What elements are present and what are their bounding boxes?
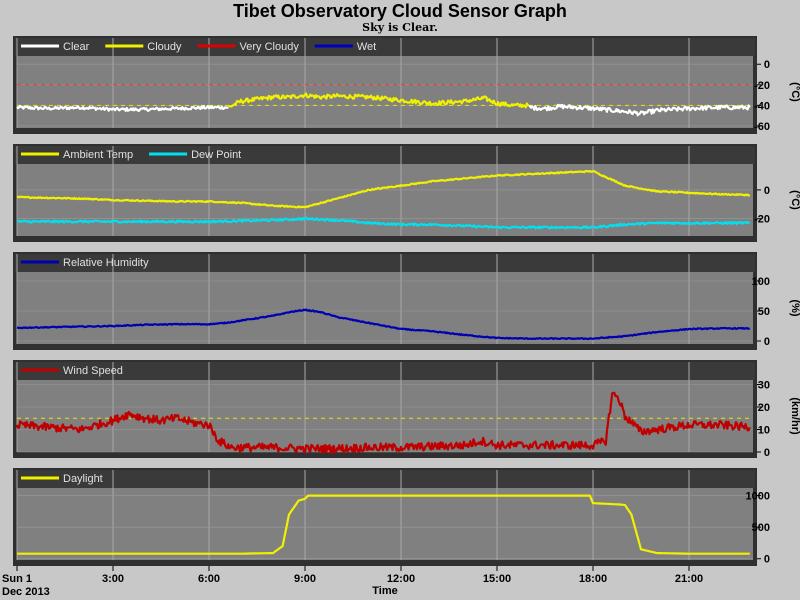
x-tick-label: 9:00	[294, 573, 316, 585]
x-tick-label: 12:00	[387, 573, 415, 585]
panel-daylight: 1000 500 0 Daylight	[13, 468, 770, 566]
y-axis-unit: (°C)	[789, 190, 800, 210]
y-tick-label: 0	[764, 185, 770, 197]
x-axis-title: Time	[372, 585, 397, 597]
x-tick-label: 18:00	[579, 573, 607, 585]
legend-label: Daylight	[63, 473, 103, 485]
x-tick-label: 6:00	[198, 573, 220, 585]
y-tick-label: 10	[758, 425, 770, 437]
y-tick-label: 500	[752, 522, 770, 534]
page-title: Tibet Observatory Cloud Sensor Graph	[233, 1, 567, 21]
legend-label: Dew Point	[191, 149, 241, 161]
y-tick-label: 50	[758, 306, 770, 318]
series-line	[17, 494, 750, 555]
y-tick-label: 1000	[746, 491, 770, 503]
panel-temperature: 0 -20 (°C) Ambient Temp Dew Point	[13, 144, 800, 242]
legend-item: Very Cloudy	[197, 41, 300, 53]
y-tick-label: 0	[764, 336, 770, 348]
date-label: Dec 2013	[2, 586, 50, 598]
y-tick-label: 0	[764, 447, 770, 459]
legend-item: Wind Speed	[21, 365, 123, 377]
y-tick-label: 20	[758, 402, 770, 414]
series-line	[16, 216, 750, 230]
legend-band	[15, 254, 755, 272]
legend-item: Ambient Temp	[21, 149, 133, 161]
legend-label: Clear	[63, 41, 90, 53]
legend-label: Very Cloudy	[240, 41, 300, 53]
legend-label: Wet	[357, 41, 376, 53]
legend-band	[15, 362, 755, 380]
y-tick-label: 100	[752, 276, 770, 288]
legend-band	[15, 146, 755, 164]
legend-item: Cloudy	[105, 41, 182, 53]
panel-sky-temp: 0 -20 -40 -60 (°C) Clear Cloudy Very Cloudy Wet	[13, 36, 800, 134]
x-tick-label: Sun 1	[2, 573, 32, 585]
x-tick-label: 15:00	[483, 573, 511, 585]
series-line	[16, 308, 751, 341]
y-axis-unit: (km/hr)	[789, 397, 800, 435]
y-tick-label: 0	[764, 554, 770, 566]
sky-status: Sky is Clear.	[362, 21, 438, 34]
x-tick-label: 21:00	[675, 573, 703, 585]
series-line	[528, 103, 751, 117]
legend-item: Daylight	[21, 473, 103, 485]
legend-item: Dew Point	[149, 149, 241, 161]
y-axis-unit: (°C)	[789, 82, 800, 102]
plot-area	[17, 488, 753, 560]
series-line	[16, 169, 751, 209]
y-tick-label: 30	[758, 380, 770, 392]
series-line	[15, 391, 751, 454]
legend-label: Ambient Temp	[63, 149, 133, 161]
legend-item: Wet	[314, 41, 376, 53]
series-line	[16, 104, 229, 113]
legend-label: Relative Humidity	[63, 257, 149, 269]
plot-area	[17, 272, 753, 344]
legend-label: Cloudy	[147, 41, 182, 53]
legend-label: Wind Speed	[63, 365, 123, 377]
x-tick-label: 3:00	[102, 573, 124, 585]
legend-item: Relative Humidity	[21, 257, 149, 269]
series-line	[228, 92, 530, 109]
plot-area	[17, 56, 753, 128]
legend-band	[15, 38, 755, 56]
y-tick-label: -60	[754, 121, 770, 133]
y-tick-label: -20	[754, 80, 770, 92]
y-tick-label: -20	[754, 214, 770, 226]
y-tick-label: -40	[754, 100, 770, 112]
panel-wind-speed: 30 20 10 0 (km/hr) Wind Speed	[13, 360, 800, 459]
y-tick-label: 0	[764, 59, 770, 71]
panel-humidity: 100 50 0 (%) Relative Humidity	[13, 252, 800, 350]
legend-band	[15, 470, 755, 488]
legend-item: Clear	[21, 41, 90, 53]
y-axis-unit: (%)	[789, 299, 800, 316]
